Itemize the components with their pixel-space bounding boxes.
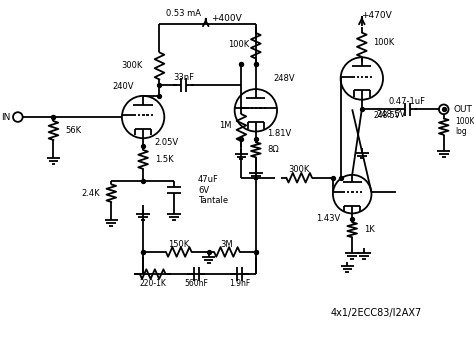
Text: 1M: 1M xyxy=(219,121,232,130)
Text: 8Ω: 8Ω xyxy=(267,145,279,154)
Text: 100K
log: 100K log xyxy=(456,117,474,136)
Text: 33nF: 33nF xyxy=(173,73,194,82)
Text: 0.47-1uF: 0.47-1uF xyxy=(389,97,426,106)
Text: 560nF: 560nF xyxy=(184,279,208,288)
Text: 4x1/2ECC83/I2AX7: 4x1/2ECC83/I2AX7 xyxy=(331,308,422,318)
Text: 2.4K: 2.4K xyxy=(81,189,100,198)
Text: 1K: 1K xyxy=(364,225,374,234)
Text: 1.9nF: 1.9nF xyxy=(229,279,250,288)
Text: 100K: 100K xyxy=(228,40,249,49)
Text: +400V: +400V xyxy=(211,14,242,23)
Text: 100K: 100K xyxy=(374,38,395,47)
Text: 220-1K: 220-1K xyxy=(139,279,166,288)
Text: OUT: OUT xyxy=(453,105,472,114)
Text: 1.81V: 1.81V xyxy=(267,129,292,138)
Text: 1.5K: 1.5K xyxy=(155,155,173,164)
Text: 1.43V: 1.43V xyxy=(316,214,341,223)
Text: 150K: 150K xyxy=(168,240,190,249)
Text: 248.5V: 248.5V xyxy=(376,110,406,119)
Text: 300K: 300K xyxy=(289,165,310,174)
Text: 47uF
6V
Tantale: 47uF 6V Tantale xyxy=(198,175,228,205)
Text: +470V: +470V xyxy=(361,11,392,21)
Text: 56K: 56K xyxy=(65,126,81,135)
Text: 248V: 248V xyxy=(273,74,295,83)
Text: 240V: 240V xyxy=(112,82,134,91)
Text: 3M: 3M xyxy=(220,240,233,249)
Text: 0.53 mA: 0.53 mA xyxy=(166,10,201,18)
Text: 300K: 300K xyxy=(122,62,143,70)
Text: 248.5V: 248.5V xyxy=(374,110,400,120)
Text: 2.05V: 2.05V xyxy=(155,137,179,147)
Text: IN: IN xyxy=(1,113,10,121)
